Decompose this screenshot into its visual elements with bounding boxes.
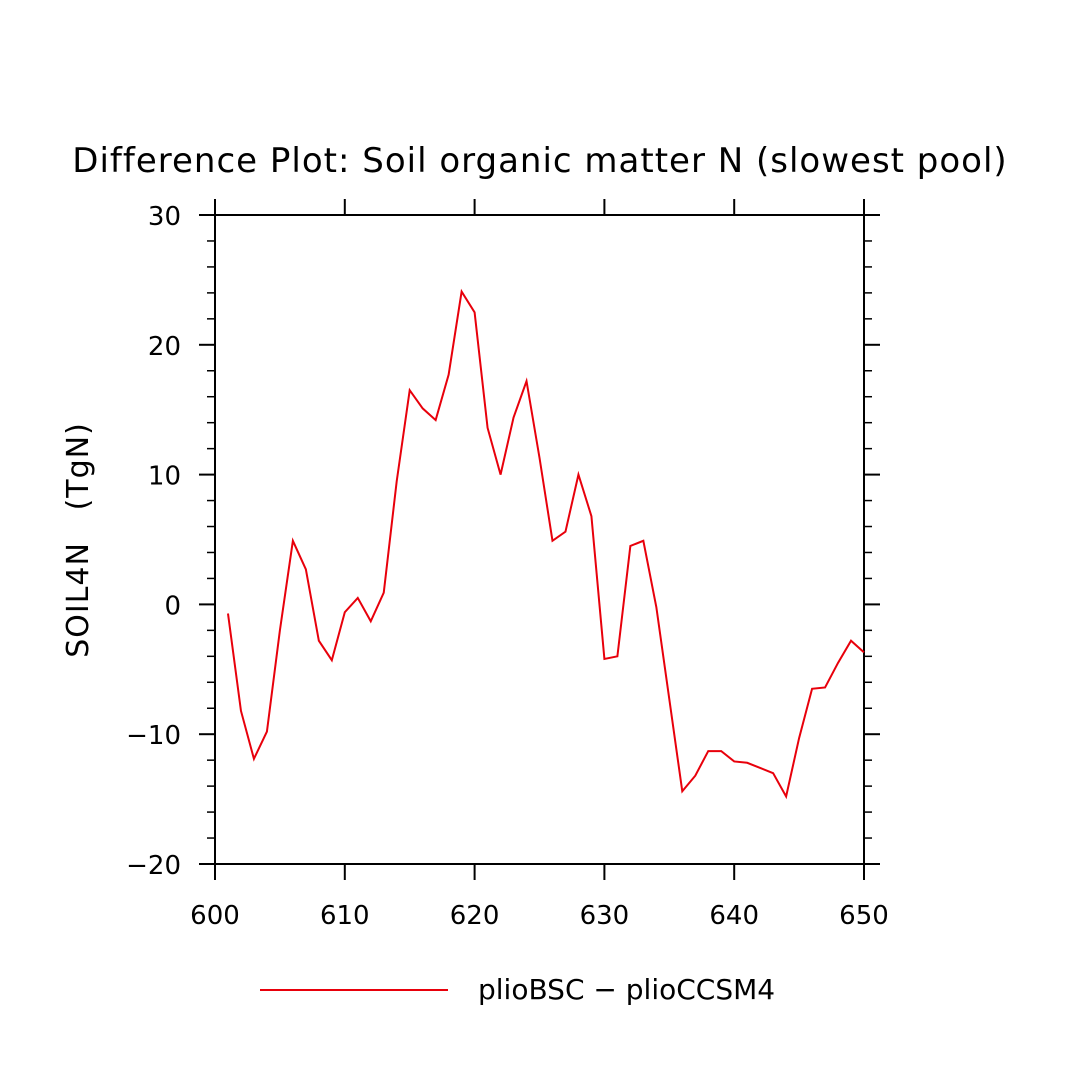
x-tick-label: 620 <box>450 901 500 931</box>
axis-ticks <box>199 199 880 880</box>
chart-title: Difference Plot: Soil organic matter N (… <box>72 141 1007 181</box>
y-axis-label: SOIL4N (TgN) <box>61 422 96 658</box>
x-tick-label: 650 <box>839 901 889 931</box>
y-tick-label: 20 <box>148 332 181 362</box>
y-tick-label: −20 <box>126 851 181 881</box>
y-tick-label: 0 <box>164 591 181 621</box>
legend: plioBSC − plioCCSM4 <box>260 973 775 1006</box>
y-tick-label: 30 <box>148 202 181 232</box>
x-tick-label: 630 <box>580 901 630 931</box>
series-layer <box>226 288 865 800</box>
x-tick-label: 600 <box>190 901 240 931</box>
x-tick-label: 610 <box>320 901 370 931</box>
series-line <box>226 288 865 800</box>
x-tick-label: 640 <box>709 901 759 931</box>
axis-tick-labels: 600 610 620 630 640 650 −20 −10 0 10 20 30 <box>126 202 889 931</box>
y-tick-label: 10 <box>148 462 181 492</box>
y-tick-label: −10 <box>126 721 181 751</box>
legend-label: plioBSC − plioCCSM4 <box>478 973 775 1006</box>
plot-frame <box>214 214 865 865</box>
